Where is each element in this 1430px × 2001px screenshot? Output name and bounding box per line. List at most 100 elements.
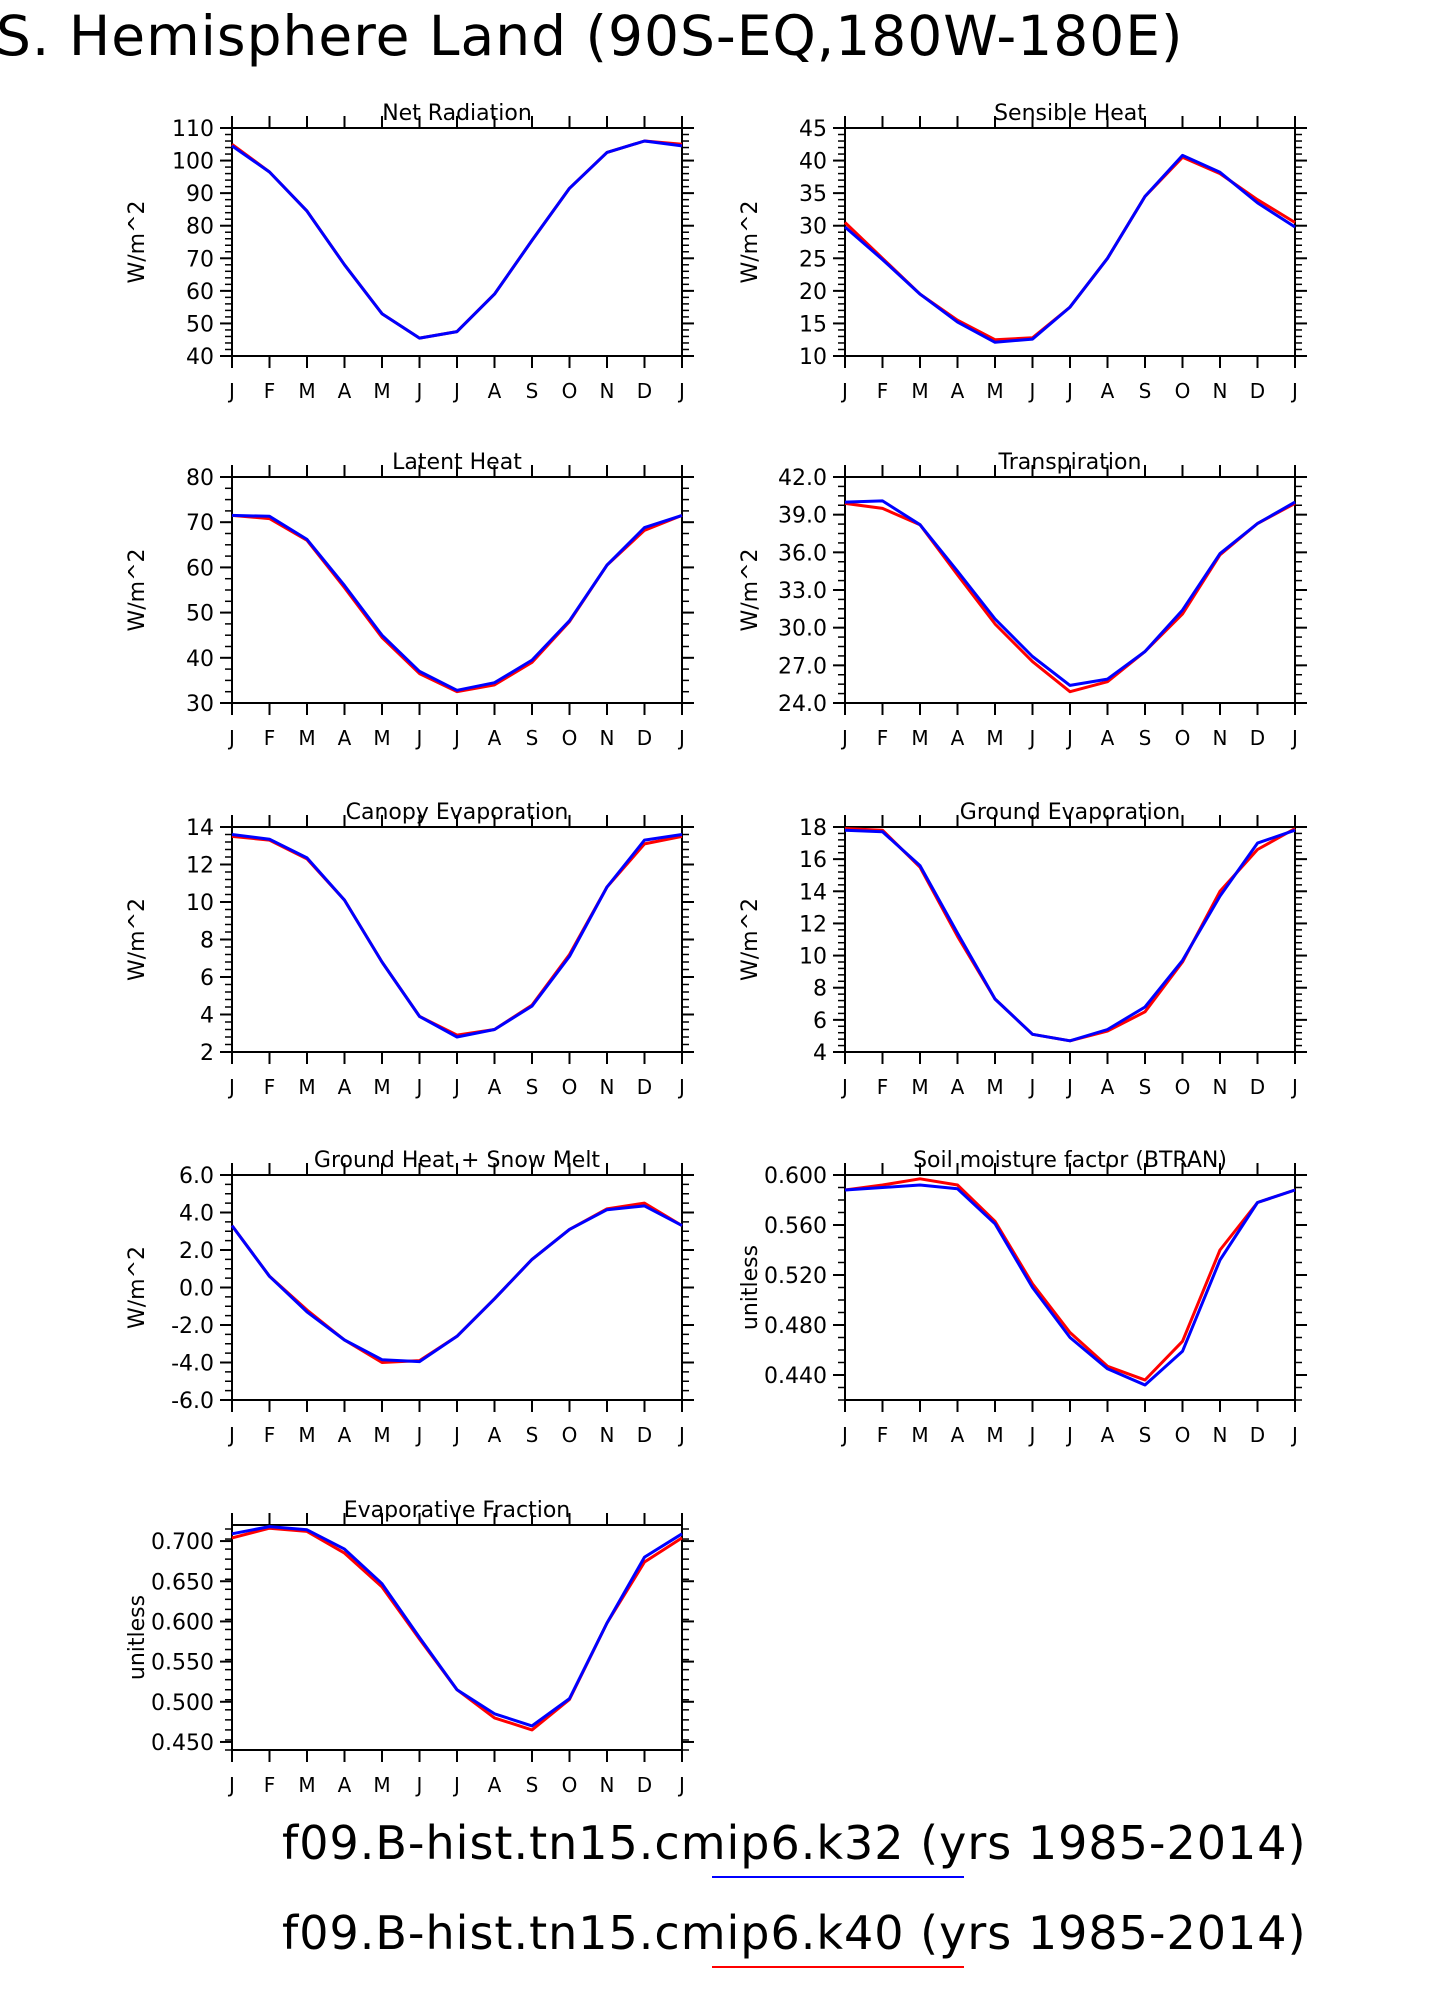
y-axis-label: W/m^2 — [738, 548, 763, 631]
plot-frame — [844, 476, 1296, 704]
x-tick-label: J — [452, 726, 460, 750]
x-tick-label: D — [1250, 1423, 1265, 1447]
y-tick-label: 0.700 — [151, 1530, 214, 1555]
y-axis-label: W/m^2 — [738, 200, 763, 283]
x-tick-label: S — [526, 1423, 539, 1447]
x-tick-label: D — [1250, 1075, 1265, 1099]
y-tick-label: 14 — [186, 816, 214, 841]
series-line-k32 — [844, 153, 1296, 344]
x-tick-label: M — [373, 1075, 390, 1099]
x-tick-label: O — [562, 1773, 578, 1797]
y-tick-label: 27.0 — [778, 654, 827, 679]
x-tick-label: J — [1065, 379, 1073, 403]
x-tick-label: N — [1213, 1423, 1228, 1447]
x-tick-label: F — [877, 379, 889, 403]
y-axis-label: W/m^2 — [125, 548, 150, 631]
panel-title: Net Radiation — [382, 101, 532, 126]
panel-title: Transpiration — [998, 450, 1142, 475]
x-tick-label: M — [986, 379, 1003, 403]
y-tick-label: 6 — [813, 1009, 827, 1034]
series-line-k32 — [844, 499, 1296, 687]
x-tick-label: J — [1065, 1423, 1073, 1447]
y-axis-label: W/m^2 — [125, 898, 150, 981]
x-tick-label: A — [951, 379, 965, 403]
series-line-k32 — [231, 1525, 683, 1728]
x-tick-label: D — [637, 1075, 652, 1099]
y-axis-label: W/m^2 — [738, 898, 763, 981]
y-tick-label: 4 — [813, 1041, 827, 1066]
x-tick-label: J — [227, 726, 235, 750]
series-line-k40 — [230, 1201, 683, 1364]
x-tick-label: F — [264, 379, 276, 403]
x-tick-label: A — [951, 1423, 965, 1447]
plot-frame — [231, 826, 683, 1053]
plot-frame — [844, 127, 1296, 357]
x-tick-label: A — [338, 379, 352, 403]
x-tick-label: J — [227, 379, 235, 403]
x-tick-label: M — [373, 1423, 390, 1447]
x-tick-label: M — [298, 1773, 315, 1797]
x-tick-label: O — [562, 379, 578, 403]
x-tick-label: N — [600, 379, 615, 403]
x-tick-label: S — [526, 1075, 539, 1099]
x-tick-label: N — [1213, 726, 1228, 750]
y-tick-label: 50 — [186, 312, 214, 337]
y-tick-label: 8 — [813, 977, 827, 1002]
x-tick-label: M — [298, 379, 315, 403]
x-tick-label: D — [637, 1423, 652, 1447]
x-tick-label: M — [373, 379, 390, 403]
x-tick-label: J — [415, 1423, 423, 1447]
series-line-k40 — [231, 139, 683, 340]
y-tick-label: 8 — [200, 929, 214, 954]
y-tick-label: 30 — [186, 692, 214, 717]
y-tick-label: 70 — [186, 511, 214, 536]
panel-title: Ground Evaporation — [960, 800, 1180, 825]
x-tick-label: J — [840, 1423, 848, 1447]
y-tick-label: 40 — [186, 647, 214, 672]
y-tick-label: 0.560 — [764, 1214, 827, 1239]
plot-frame — [231, 1524, 683, 1751]
x-tick-label: S — [1139, 1423, 1152, 1447]
y-tick-label: 80 — [186, 466, 214, 491]
y-tick-label: 6.0 — [179, 1164, 214, 1189]
y-tick-label: 45 — [799, 117, 827, 142]
series-line-k40 — [231, 513, 683, 694]
x-tick-label: N — [600, 1423, 615, 1447]
x-tick-label: S — [1139, 1075, 1152, 1099]
y-tick-label: 90 — [186, 182, 214, 207]
x-tick-label: J — [677, 1773, 685, 1797]
y-tick-label: 18 — [799, 816, 827, 841]
legend-swatch-k32 — [712, 1876, 964, 1878]
x-tick-label: A — [488, 1423, 502, 1447]
y-tick-label: 2 — [200, 1041, 214, 1066]
x-tick-label: J — [677, 1075, 685, 1099]
y-tick-label: 0.600 — [764, 1164, 827, 1189]
x-tick-label: A — [338, 726, 352, 750]
y-tick-label: 12 — [799, 912, 827, 937]
y-tick-label: 40 — [799, 150, 827, 175]
x-tick-label: J — [677, 726, 685, 750]
y-tick-label: -2.0 — [171, 1314, 214, 1339]
y-axis-label: unitless — [125, 1595, 150, 1680]
x-tick-label: O — [1175, 1423, 1191, 1447]
legend-entry-k32: f09.B-hist.tn15.cmip6.k32 (yrs 1985-2014… — [282, 1816, 1307, 1870]
legend-swatch-k40 — [712, 1966, 964, 1968]
panel-title: Canopy Evaporation — [346, 800, 569, 825]
y-tick-label: 0.0 — [179, 1277, 214, 1302]
x-tick-label: A — [1101, 1423, 1115, 1447]
y-tick-label: 30 — [799, 215, 827, 240]
x-tick-label: M — [298, 1075, 315, 1099]
y-tick-label: 42.0 — [778, 466, 827, 491]
x-tick-label: A — [338, 1075, 352, 1099]
panel-title: Ground Heat + Snow Melt — [314, 1148, 601, 1173]
x-tick-label: J — [1028, 379, 1036, 403]
x-tick-label: J — [1028, 1423, 1036, 1447]
x-tick-label: M — [911, 1075, 928, 1099]
x-tick-label: A — [1101, 726, 1115, 750]
x-tick-label: J — [227, 1423, 235, 1447]
x-tick-label: S — [526, 379, 539, 403]
